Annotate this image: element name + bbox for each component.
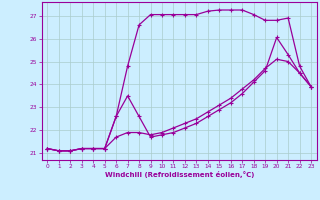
X-axis label: Windchill (Refroidissement éolien,°C): Windchill (Refroidissement éolien,°C) [105, 171, 254, 178]
